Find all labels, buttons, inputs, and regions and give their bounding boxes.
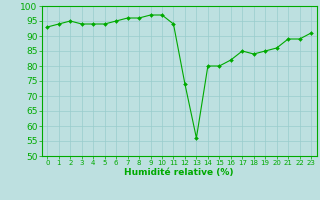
X-axis label: Humidité relative (%): Humidité relative (%) (124, 168, 234, 177)
